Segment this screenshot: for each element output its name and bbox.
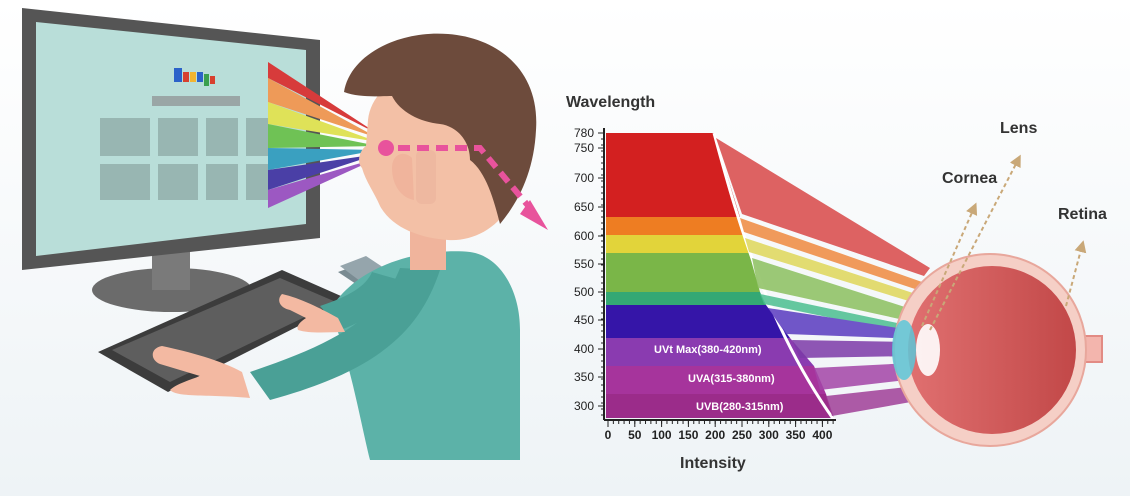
retina-label: Retina (1058, 206, 1107, 223)
cornea-label: Cornea (942, 170, 998, 187)
band-green (606, 253, 760, 292)
uva-label: UVA(315-380nm) (688, 373, 775, 385)
x-tick-label: 200 (705, 428, 726, 442)
left-hand (152, 346, 250, 398)
retina-pointer (1065, 240, 1087, 307)
y-tick-label: 400 (573, 342, 594, 356)
person-ear (392, 153, 414, 200)
uvb-label: UVB(280-315nm) (696, 401, 784, 413)
screen-light-rays (268, 62, 378, 208)
x-tick-label: 350 (785, 428, 806, 442)
x-tick-label: 300 (758, 428, 779, 442)
y-tick-label: 700 (573, 171, 594, 185)
x-tick-label: 100 (651, 428, 672, 442)
x-tick-label: 0 (604, 428, 612, 442)
x-axis-ticks (607, 420, 834, 427)
lens-pointer (929, 154, 1021, 331)
band-violet (606, 305, 790, 338)
x-tick-label: 250 (731, 428, 753, 442)
x-tick-label: 150 (678, 428, 699, 442)
computer-user-illustration (22, 8, 548, 460)
y-tick-label: 550 (573, 257, 594, 271)
cornea-pointer (921, 202, 978, 327)
band-uva (606, 366, 826, 394)
lens (916, 324, 940, 376)
lens-label: Lens (1000, 120, 1038, 137)
y-tick-label: 350 (573, 370, 594, 384)
y-tick-label: 750 (573, 141, 594, 155)
y-axis-title: Wavelength (566, 94, 656, 111)
y-tick-label: 600 (573, 229, 594, 243)
cornea (892, 320, 916, 380)
band-uvb (606, 394, 834, 418)
right-hand (279, 294, 345, 333)
y-axis-ticks (598, 132, 604, 416)
gaze-arrow (398, 145, 533, 210)
person-hair (344, 33, 537, 224)
band-yellow (606, 235, 749, 253)
x-tick-label: 50 (628, 428, 642, 442)
y-tick-label: 780 (573, 126, 594, 140)
x-tick-label: 400 (812, 428, 833, 442)
eyeball-inner (908, 266, 1076, 434)
y-tick-label: 500 (573, 285, 594, 299)
x-axis-title: Intensity (680, 455, 746, 472)
person-eye (378, 140, 394, 156)
y-tick-label: 450 (573, 313, 594, 327)
band-orange (606, 217, 743, 235)
band-teal (606, 292, 766, 305)
y-tick-label: 650 (573, 200, 594, 214)
eye-anatomy (892, 154, 1103, 447)
person-arm (250, 268, 440, 400)
band-uvt-max (606, 338, 814, 366)
uvt-max-label: UVt Max(380-420nm) (654, 344, 762, 356)
y-tick-label: 300 (573, 399, 594, 413)
